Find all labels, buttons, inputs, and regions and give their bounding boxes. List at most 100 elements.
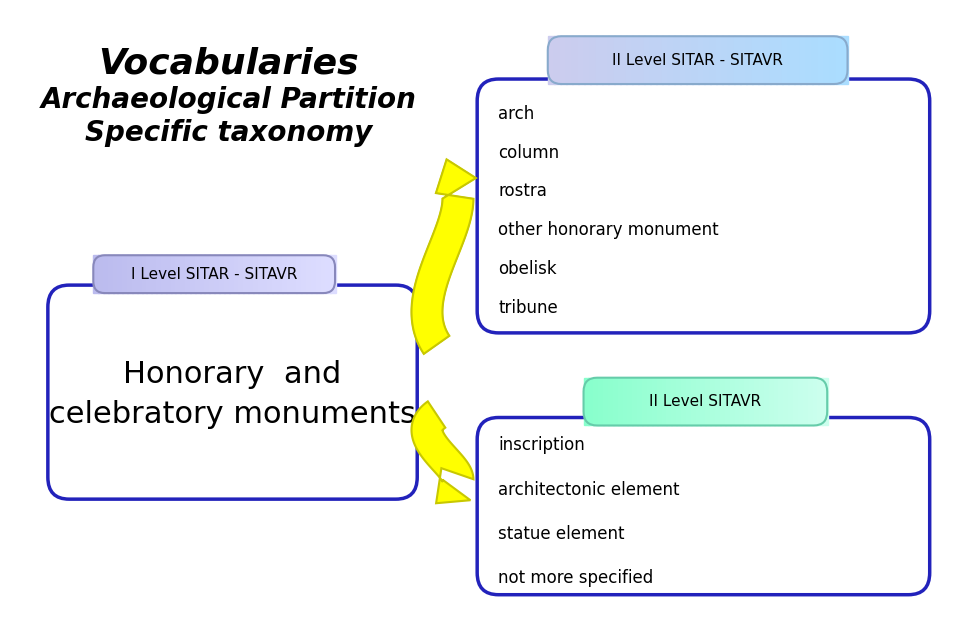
Bar — [132, 255, 138, 293]
Bar — [721, 37, 729, 84]
Bar — [818, 378, 823, 425]
Bar — [617, 378, 623, 425]
Bar — [612, 378, 618, 425]
Bar — [565, 37, 573, 84]
Bar — [759, 378, 765, 425]
Bar — [180, 255, 186, 293]
Bar — [98, 255, 104, 293]
Bar — [175, 255, 181, 293]
Bar — [287, 255, 293, 293]
Bar — [667, 37, 675, 84]
Bar — [108, 255, 114, 293]
Bar — [711, 378, 716, 425]
Text: I Level SITAR - SITAVR: I Level SITAR - SITAVR — [131, 267, 298, 282]
Bar — [253, 255, 259, 293]
Polygon shape — [411, 159, 476, 354]
Bar — [740, 378, 745, 425]
Bar — [676, 378, 682, 425]
Bar — [754, 378, 760, 425]
Bar — [325, 255, 331, 293]
Bar — [740, 37, 746, 84]
Bar — [822, 378, 828, 425]
Bar — [248, 255, 254, 293]
Bar — [151, 255, 157, 293]
Bar — [704, 37, 711, 84]
Bar — [268, 255, 273, 293]
Bar — [662, 378, 667, 425]
Bar — [632, 37, 638, 84]
FancyBboxPatch shape — [48, 285, 417, 499]
Text: Vocabularies: Vocabularies — [98, 46, 359, 80]
Bar — [103, 255, 109, 293]
Text: Honorary  and: Honorary and — [123, 360, 342, 389]
Bar — [223, 255, 229, 293]
Bar — [608, 378, 613, 425]
Bar — [282, 255, 288, 293]
Bar — [584, 37, 590, 84]
Bar — [813, 378, 819, 425]
Bar — [794, 37, 800, 84]
Bar — [700, 378, 706, 425]
Bar — [316, 255, 322, 293]
Bar — [588, 378, 594, 425]
Bar — [113, 255, 118, 293]
Bar — [799, 37, 807, 84]
Bar — [170, 255, 176, 293]
Bar — [680, 37, 687, 84]
Bar — [758, 37, 765, 84]
Bar — [744, 378, 750, 425]
Bar — [778, 378, 784, 425]
Bar — [662, 37, 668, 84]
Bar — [674, 37, 681, 84]
Bar — [764, 37, 770, 84]
Bar — [190, 255, 195, 293]
Bar — [734, 37, 741, 84]
Bar — [769, 37, 776, 84]
Bar — [690, 378, 696, 425]
Bar — [578, 37, 585, 84]
Bar — [749, 378, 755, 425]
Bar — [258, 255, 264, 293]
Bar — [239, 255, 245, 293]
Bar — [554, 37, 560, 84]
Bar — [306, 255, 312, 293]
Bar — [642, 378, 648, 425]
Bar — [620, 37, 627, 84]
Bar — [730, 378, 736, 425]
Bar — [691, 37, 698, 84]
Bar — [775, 37, 783, 84]
Bar — [643, 37, 651, 84]
Bar — [716, 378, 721, 425]
Bar — [228, 255, 234, 293]
Bar — [695, 378, 701, 425]
Bar — [681, 378, 687, 425]
Text: tribune: tribune — [499, 299, 559, 317]
Bar — [745, 37, 752, 84]
Bar — [127, 255, 133, 293]
Bar — [638, 37, 644, 84]
Bar — [622, 378, 629, 425]
Bar — [161, 255, 167, 293]
Bar — [584, 378, 589, 425]
FancyBboxPatch shape — [478, 417, 929, 595]
Bar — [589, 37, 597, 84]
Bar — [321, 255, 326, 293]
Bar — [803, 378, 809, 425]
Bar — [633, 378, 638, 425]
Polygon shape — [411, 401, 474, 503]
Text: architectonic element: architectonic element — [499, 480, 680, 498]
Bar — [214, 255, 220, 293]
Text: other honorary monument: other honorary monument — [499, 221, 719, 239]
Bar — [301, 255, 307, 293]
Text: Archaeological Partition: Archaeological Partition — [40, 86, 417, 114]
Bar — [608, 37, 614, 84]
Bar — [829, 37, 837, 84]
Bar — [311, 255, 317, 293]
Bar — [788, 37, 794, 84]
Bar — [751, 37, 759, 84]
Bar — [142, 255, 147, 293]
Bar — [656, 37, 663, 84]
Text: celebratory monuments: celebratory monuments — [49, 399, 416, 428]
Bar — [666, 378, 672, 425]
Text: not more specified: not more specified — [499, 569, 654, 587]
